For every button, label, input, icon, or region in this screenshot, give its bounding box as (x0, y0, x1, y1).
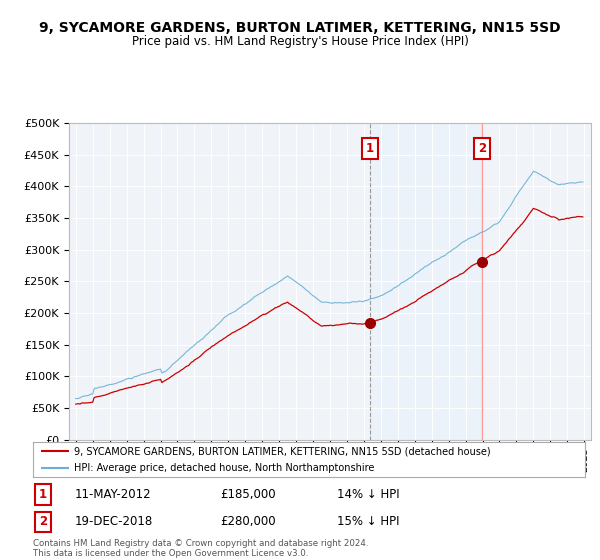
Bar (370, 123, 482, 440)
Text: Price paid vs. HM Land Registry's House Price Index (HPI): Price paid vs. HM Land Registry's House … (131, 35, 469, 48)
Text: 14% ↓ HPI: 14% ↓ HPI (337, 488, 399, 501)
Text: HPI: Average price, detached house, North Northamptonshire: HPI: Average price, detached house, Nort… (74, 464, 375, 473)
Text: 15% ↓ HPI: 15% ↓ HPI (337, 515, 399, 529)
Text: Contains HM Land Registry data © Crown copyright and database right 2024.
This d: Contains HM Land Registry data © Crown c… (33, 539, 368, 558)
Text: 11-MAY-2012: 11-MAY-2012 (74, 488, 151, 501)
Text: 2: 2 (478, 142, 486, 155)
Text: 2: 2 (39, 515, 47, 529)
Text: 9, SYCAMORE GARDENS, BURTON LATIMER, KETTERING, NN15 5SD (detached house): 9, SYCAMORE GARDENS, BURTON LATIMER, KET… (74, 446, 491, 456)
Text: £185,000: £185,000 (221, 488, 277, 501)
Text: £280,000: £280,000 (221, 515, 277, 529)
Text: 1: 1 (366, 142, 374, 155)
Text: 19-DEC-2018: 19-DEC-2018 (74, 515, 152, 529)
Text: 1: 1 (39, 488, 47, 501)
Text: 9, SYCAMORE GARDENS, BURTON LATIMER, KETTERING, NN15 5SD: 9, SYCAMORE GARDENS, BURTON LATIMER, KET… (39, 21, 561, 35)
